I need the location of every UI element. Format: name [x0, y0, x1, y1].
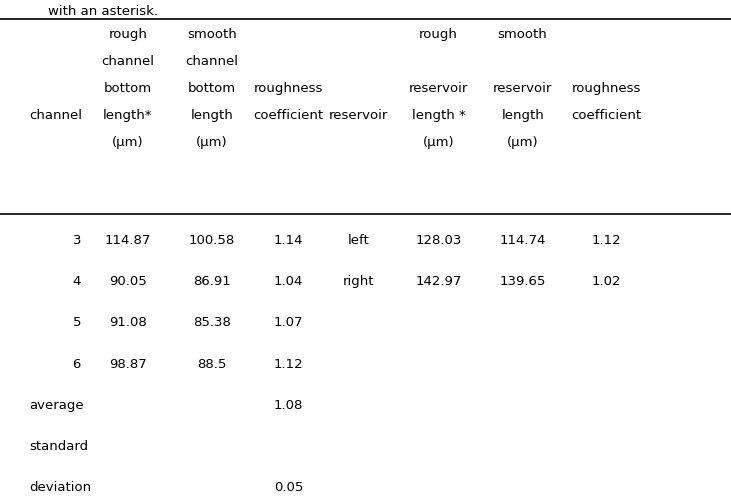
Text: 6: 6: [72, 358, 81, 371]
Text: (μm): (μm): [196, 136, 228, 149]
Text: (μm): (μm): [112, 136, 144, 149]
Text: 100.58: 100.58: [189, 234, 235, 247]
Text: 1.12: 1.12: [274, 358, 303, 371]
Text: roughness: roughness: [254, 82, 323, 95]
Text: reservoir: reservoir: [493, 82, 553, 95]
Text: smooth: smooth: [498, 28, 548, 41]
Text: 90.05: 90.05: [109, 275, 147, 288]
Text: channel: channel: [102, 55, 154, 68]
Text: 114.74: 114.74: [499, 234, 546, 247]
Text: reservoir: reservoir: [328, 109, 388, 122]
Text: 85.38: 85.38: [193, 316, 231, 329]
Text: reservoir: reservoir: [409, 82, 469, 95]
Text: 128.03: 128.03: [415, 234, 462, 247]
Text: standard: standard: [29, 440, 88, 453]
Text: length: length: [501, 109, 544, 122]
Text: (μm): (μm): [423, 136, 455, 149]
Text: length *: length *: [412, 109, 466, 122]
Text: 0.05: 0.05: [274, 481, 303, 494]
Text: length: length: [191, 109, 233, 122]
Text: deviation: deviation: [29, 481, 91, 494]
Text: (μm): (μm): [507, 136, 539, 149]
Text: rough: rough: [108, 28, 148, 41]
Text: length*: length*: [103, 109, 153, 122]
Text: 139.65: 139.65: [499, 275, 546, 288]
Text: 1.07: 1.07: [274, 316, 303, 329]
Text: 142.97: 142.97: [415, 275, 462, 288]
Text: 1.04: 1.04: [274, 275, 303, 288]
Text: bottom: bottom: [188, 82, 236, 95]
Text: 1.08: 1.08: [274, 399, 303, 412]
Text: roughness: roughness: [572, 82, 641, 95]
Text: 1.02: 1.02: [592, 275, 621, 288]
Text: 1.12: 1.12: [592, 234, 621, 247]
Text: with an asterisk.: with an asterisk.: [48, 5, 157, 18]
Text: 5: 5: [72, 316, 81, 329]
Text: bottom: bottom: [104, 82, 152, 95]
Text: right: right: [342, 275, 374, 288]
Text: 98.87: 98.87: [109, 358, 147, 371]
Text: 86.91: 86.91: [193, 275, 231, 288]
Text: rough: rough: [419, 28, 458, 41]
Text: 91.08: 91.08: [109, 316, 147, 329]
Text: channel: channel: [29, 109, 83, 122]
Text: coefficient: coefficient: [572, 109, 642, 122]
Text: 88.5: 88.5: [197, 358, 227, 371]
Text: 114.87: 114.87: [105, 234, 151, 247]
Text: 1.14: 1.14: [274, 234, 303, 247]
Text: 4: 4: [72, 275, 81, 288]
Text: average: average: [29, 399, 84, 412]
Text: left: left: [347, 234, 369, 247]
Text: coefficient: coefficient: [254, 109, 324, 122]
Text: 3: 3: [72, 234, 81, 247]
Text: channel: channel: [186, 55, 238, 68]
Text: smooth: smooth: [187, 28, 237, 41]
